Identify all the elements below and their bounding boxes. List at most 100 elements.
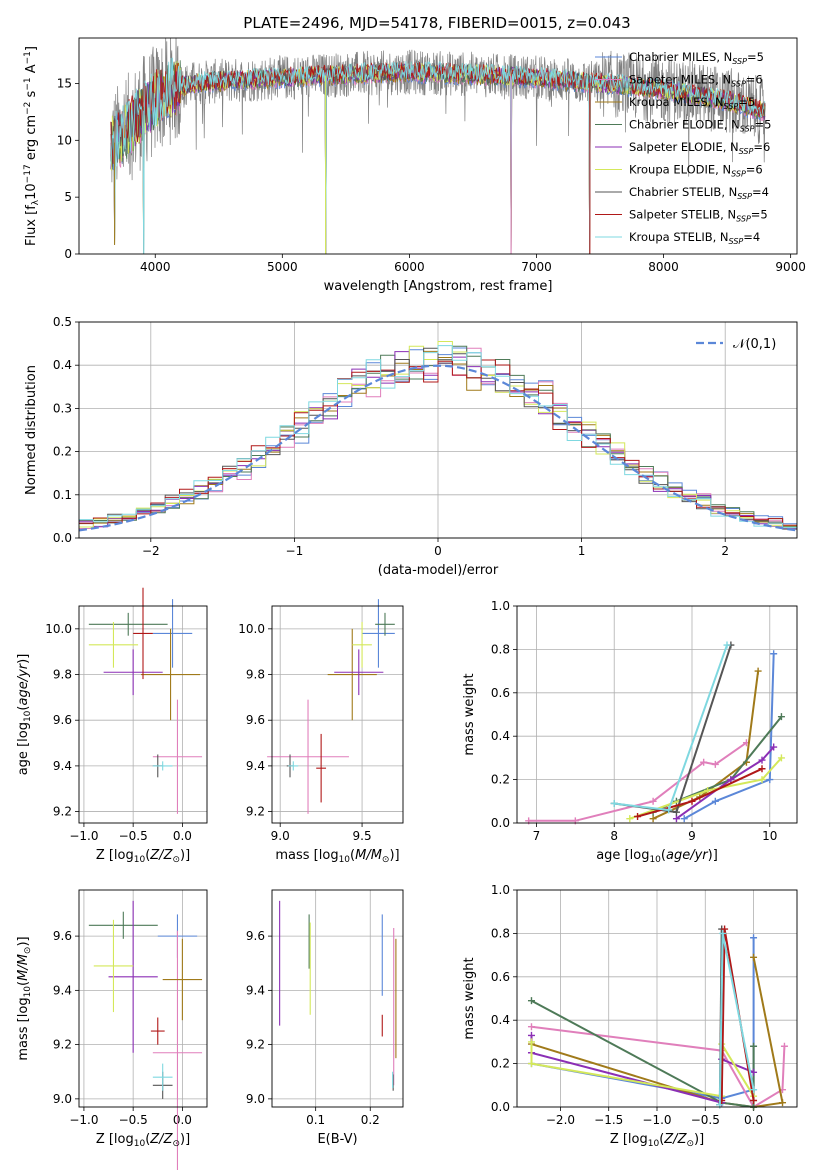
age-vs-Z-xlabel: Z [log10(Z/Z⊙)] [96, 848, 190, 865]
weight-vs-age-axes: 7 8 9 10 0.0 0.2 0.4 0.6 0.8 1.0 [491, 599, 797, 843]
age-vs-mass-ytick-label: 9.4 [246, 759, 265, 773]
weight-vs-age-marker [672, 815, 680, 823]
mass-vs-Z-ytick-label: 9.2 [53, 1038, 72, 1052]
age-vs-Z-xtick-label: 0.0 [173, 829, 192, 843]
age-vs-Z-xtick-label: −0.5 [119, 829, 148, 843]
weight-vs-age-marker [711, 760, 719, 768]
mass-vs-ebv-axes: 0.1 0.2 9.0 9.2 9.4 9.6 [246, 890, 403, 1127]
residuals-ytick-label: 0.5 [53, 315, 72, 329]
mass-vs-Z-point-3 [88, 911, 158, 939]
spectrum-xtick-label: 8000 [648, 260, 679, 274]
mass-vs-Z-xlabel: Z [log10(Z/Z⊙)] [96, 1132, 190, 1149]
spectrum-xtick-label: 5000 [267, 260, 298, 274]
weight-vs-Z-marker [527, 1060, 535, 1068]
weight-vs-age-marker [700, 758, 708, 766]
weight-vs-Z-ytick-label: 1.0 [491, 883, 510, 897]
residuals-xtick-label: −1 [286, 544, 304, 558]
spectrum-xlabel: wavelength [Angstrom, rest frame] [324, 279, 553, 294]
weight-vs-age-marker [634, 812, 642, 820]
weight-vs-age-marker [626, 815, 634, 823]
weight-vs-age-ytick-label: 1.0 [491, 599, 510, 613]
weight-vs-Z-xtick-label: 0.0 [744, 1113, 763, 1127]
weight-vs-age-ytick-label: 0.4 [491, 729, 510, 743]
mass-vs-Z-point-4 [108, 900, 158, 1053]
spectrum-legend: Chabrier MILES, NSSP=5 Salpeter MILES, NS… [595, 50, 771, 246]
weight-vs-age-marker [649, 815, 657, 823]
mass-vs-ebv-ytick-label: 9.2 [246, 1038, 265, 1052]
mass-vs-ebv-xlabel: E(B-V) [317, 1132, 357, 1147]
weight-vs-Z-line-3 [531, 999, 755, 1109]
legend-entry-7: Salpeter STELIB, NSSP=5 [629, 208, 768, 224]
spectrum-ytick-label: 15 [57, 76, 72, 90]
weight-vs-Z-marker [780, 1042, 788, 1050]
weight-vs-age-marker [766, 776, 774, 784]
spectrum-xtick-label: 7000 [521, 260, 552, 274]
mass-vs-Z-ytick-label: 9.4 [53, 983, 72, 997]
mass-vs-ebv-ytick-label: 9.6 [246, 929, 265, 943]
weight-vs-age-line-0 [683, 653, 775, 820]
weight-vs-age-marker [672, 808, 680, 816]
residuals-ytick-label: 0.1 [53, 488, 72, 502]
age-vs-mass-frame [271, 605, 404, 824]
age-vs-Z-point-3 [88, 612, 168, 636]
weight-vs-age-marker [777, 754, 785, 762]
weight-vs-age-marker [665, 806, 673, 814]
age-vs-Z-points [88, 587, 203, 814]
mass-vs-Z-ytick-label: 9.0 [53, 1092, 72, 1106]
weight-vs-Z-marker [750, 934, 758, 942]
residuals-legend-label: 𝒩(0,1) [733, 337, 776, 352]
weight-vs-age-xtick-label: 7 [533, 829, 541, 843]
age-vs-Z-point-8 [152, 761, 173, 771]
spectrum-ylabel: Flux [fλ10−17 erg cm−2 s−1 A−1] [23, 46, 41, 246]
mass-vs-Z-xtick-label: −0.5 [119, 1113, 148, 1127]
residuals-normal-curve [79, 364, 797, 532]
mass-vs-ebv-points [279, 900, 397, 1091]
weight-vs-age-marker [770, 743, 778, 751]
age-vs-Z-ytick-label: 9.2 [53, 805, 72, 819]
age-vs-mass-axes: 9.0 9.5 9.2 9.4 9.6 9.8 10.0 [238, 606, 403, 843]
mass-vs-ebv-xtick-label: 0.1 [306, 1113, 325, 1127]
spectrum-model-line-6 [110, 60, 766, 167]
weight-vs-age-marker [754, 667, 762, 675]
legend-entry-8: Kroupa STELIB, NSSP=4 [629, 230, 760, 246]
weight-vs-age-marker [758, 756, 766, 764]
weight-vs-Z-marker [750, 1042, 758, 1050]
spectrum-xtick-label: 6000 [394, 260, 425, 274]
residuals-frame [78, 321, 798, 539]
weight-vs-age-lines [525, 641, 785, 825]
weight-vs-age-marker [770, 650, 778, 658]
mass-vs-Z-ylabel: mass [log10(M/M⊙)] [16, 936, 33, 1060]
weight-vs-Z-marker [750, 1086, 758, 1094]
age-vs-mass-point-5 [352, 621, 372, 668]
weight-vs-age-line-4 [675, 746, 775, 820]
weight-vs-Z-xtick-label: −2.0 [546, 1113, 575, 1127]
weight-vs-age-marker [727, 776, 735, 784]
legend-entry-4: Salpeter ELODIE, NSSP=6 [629, 140, 770, 156]
weight-vs-age-marker [758, 765, 766, 773]
age-vs-Z-ytick-label: 9.4 [53, 759, 72, 773]
age-vs-Z-ylabel: age [log10(age/yr)] [16, 654, 33, 776]
age-vs-mass-point-3 [375, 612, 395, 636]
spectrum-xtick-label: 4000 [140, 260, 171, 274]
age-vs-Z-point-2 [141, 628, 201, 721]
mass-vs-ebv-ytick-label: 9.4 [246, 983, 265, 997]
weight-vs-Z-marker [527, 1038, 535, 1046]
weight-vs-Z-marker [527, 1023, 535, 1031]
age-vs-mass-ytick-label: 9.6 [246, 713, 265, 727]
weight-vs-age-xtick-label: 9 [688, 829, 696, 843]
weight-vs-Z-marker [779, 1099, 787, 1107]
legend-entry-6: Chabrier STELIB, NSSP=4 [629, 185, 769, 201]
weight-vs-Z-xtick-label: −0.5 [691, 1113, 720, 1127]
weight-vs-Z-marker [527, 997, 535, 1005]
residuals-ytick-label: 0.3 [53, 401, 72, 415]
mass-vs-Z-points [88, 900, 203, 1170]
age-vs-mass-point-8 [288, 761, 299, 771]
weight-vs-age-xtick-label: 10 [762, 829, 777, 843]
mass-vs-Z-point-5 [93, 919, 134, 1013]
age-vs-mass-point-2 [327, 628, 377, 721]
weight-vs-Z-ytick-label: 0.2 [491, 1057, 510, 1071]
mass-vs-ebv-xtick-label: 0.2 [361, 1113, 380, 1127]
age-vs-Z-point-4 [103, 649, 163, 696]
residuals-hist-8 [79, 345, 797, 529]
mass-vs-Z-xtick-label: 0.0 [173, 1113, 192, 1127]
